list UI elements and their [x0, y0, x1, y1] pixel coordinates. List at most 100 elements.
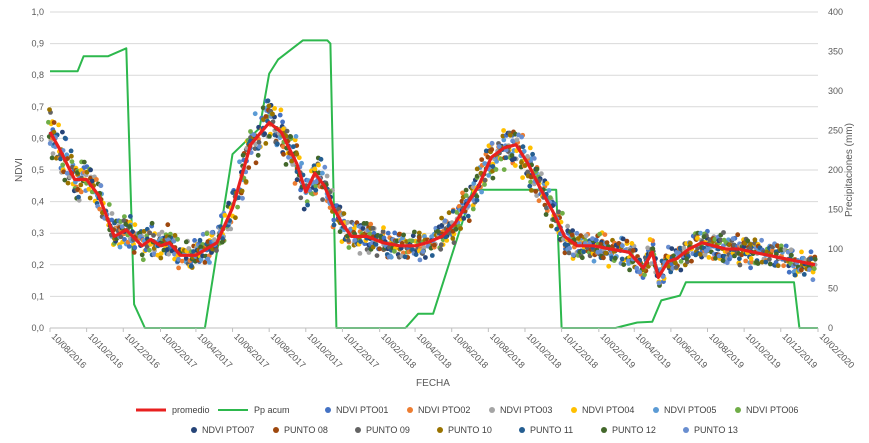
pp-acum-layer	[50, 39, 818, 329]
scatter-point	[176, 256, 181, 262]
scatter-point	[298, 195, 304, 201]
x-tick-label: 10/02/2020	[818, 331, 857, 370]
scatter-point	[570, 228, 575, 234]
scatter-point	[53, 155, 59, 161]
scatter-point	[266, 103, 272, 109]
legend-swatch	[273, 427, 279, 433]
legend-label: NDVI PTO05	[664, 405, 716, 415]
scatter-point	[566, 250, 572, 256]
scatter-point	[320, 170, 325, 176]
scatter-point	[380, 229, 386, 234]
scatter-point	[131, 250, 137, 255]
scatter-point	[47, 107, 52, 112]
scatter-point	[509, 153, 515, 158]
scatter-point	[678, 259, 684, 264]
scatter-point	[498, 156, 504, 162]
scatter-point	[684, 256, 689, 262]
scatter-point	[322, 164, 328, 170]
scatter-point	[698, 252, 703, 257]
scatter-point	[470, 206, 476, 212]
scatter-point	[278, 107, 284, 113]
scatter-point	[239, 188, 245, 194]
scatter-point	[579, 255, 585, 261]
scatter-point	[149, 220, 155, 226]
scatter-point	[597, 231, 602, 237]
scatter-point	[69, 153, 74, 159]
legend-label: PUNTO 10	[448, 425, 492, 435]
legend-swatch	[407, 407, 413, 413]
scatter-point	[212, 237, 217, 243]
scatter-point	[493, 167, 499, 172]
scatter-point	[410, 233, 416, 239]
scatter-point	[89, 178, 95, 184]
scatter-point	[281, 151, 286, 157]
scatter-point	[262, 131, 267, 137]
scatter-point	[501, 128, 506, 133]
scatter-point	[748, 256, 754, 261]
scatter-point	[463, 193, 469, 198]
scatter-point	[479, 157, 485, 163]
scatter-point	[606, 263, 612, 269]
scatter-point	[625, 258, 631, 264]
scatter-point	[197, 237, 203, 243]
scatter-point	[316, 170, 322, 176]
scatter-point	[352, 237, 358, 243]
scatter-point	[147, 230, 153, 236]
scatter-point	[650, 241, 656, 247]
scatter-point	[270, 111, 275, 117]
scatter-point	[243, 179, 249, 184]
scatter-point	[374, 253, 380, 258]
scatter-point	[422, 234, 427, 239]
scatter-point	[409, 238, 415, 244]
scatter-point	[590, 236, 595, 242]
legend-swatch	[683, 427, 689, 433]
scatter-point	[799, 267, 804, 273]
scatter-point	[612, 255, 618, 261]
scatter-point	[562, 250, 568, 256]
scatter-point	[183, 256, 189, 261]
scatter-point	[265, 98, 271, 104]
scatter-point	[583, 233, 589, 239]
scatter-point	[712, 236, 718, 242]
scatter-point	[123, 221, 129, 227]
scatter-point	[392, 248, 397, 254]
scatter-point	[214, 248, 219, 253]
scatter-point	[460, 190, 465, 196]
scatter-point	[416, 230, 422, 236]
scatter-point	[179, 258, 185, 264]
scatter-point	[230, 190, 236, 196]
y-tick-label: 0,4	[31, 197, 44, 207]
scatter-point	[209, 230, 215, 235]
scatter-point	[377, 246, 382, 252]
scatter-point	[368, 221, 374, 227]
scatter-point	[556, 209, 562, 215]
x-tick-label: 10/12/2016	[123, 331, 162, 370]
scatter-point	[402, 254, 408, 260]
scatter-point	[695, 235, 700, 241]
scatter-point	[548, 223, 554, 229]
scatter-point	[158, 255, 164, 261]
scatter-point	[318, 156, 324, 162]
scatter-point	[421, 245, 427, 250]
scatter-point	[86, 186, 92, 192]
scatter-point	[629, 241, 635, 246]
scatter-point	[544, 181, 550, 186]
scatter-point	[543, 212, 549, 217]
y2-axis-title: Precipitaciones (mm)	[844, 123, 855, 217]
scatter-point	[458, 226, 463, 231]
scatter-point	[126, 244, 132, 249]
scatter-point	[474, 197, 480, 203]
scatter-point	[251, 132, 257, 138]
scatter-point	[451, 240, 457, 246]
scatter-point	[705, 247, 711, 253]
scatter-point	[456, 204, 462, 209]
x-tick-label: 10/08/2016	[50, 331, 89, 370]
scatter-point	[192, 238, 198, 243]
scatter-point	[471, 184, 476, 190]
scatter-point	[263, 141, 269, 146]
promedio-line	[48, 120, 816, 279]
x-tick-label: 10/06/2019	[670, 331, 709, 370]
scatter-point	[140, 257, 146, 263]
scatter-point	[603, 250, 609, 256]
scatter-point	[698, 230, 703, 236]
